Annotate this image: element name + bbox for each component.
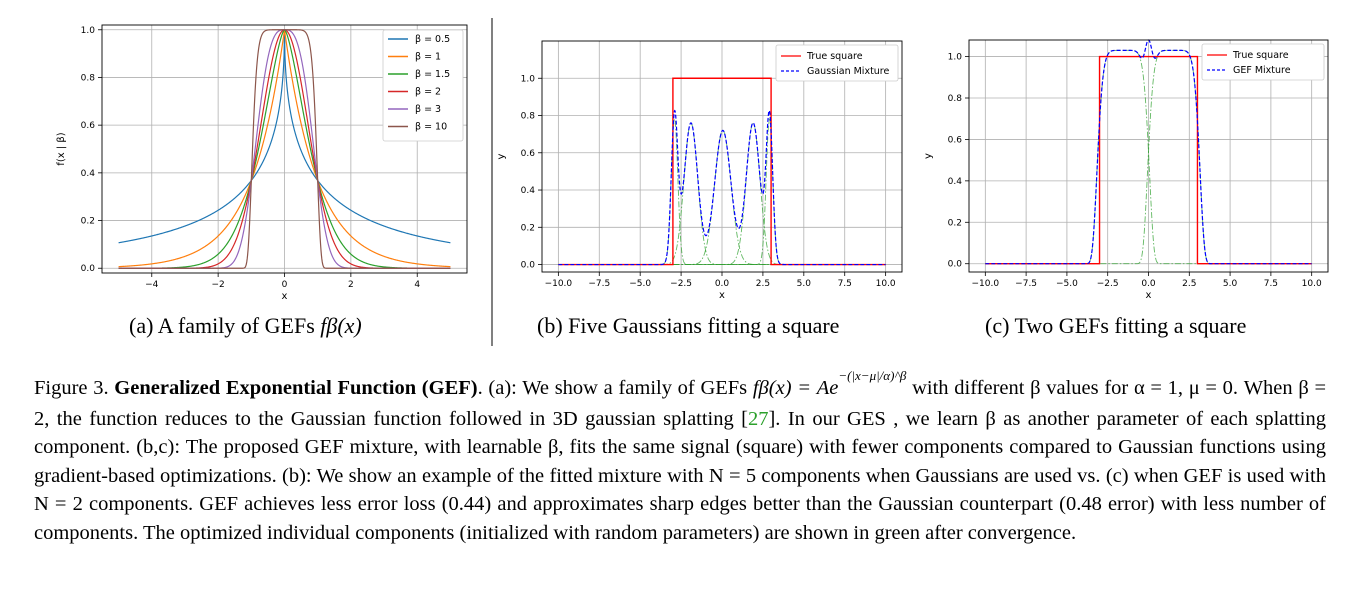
y-tick-label: 0.4 (521, 186, 536, 196)
x-axis-label: x (282, 291, 288, 302)
x-tick-label: 10.0 (1302, 279, 1322, 289)
plot-frame (101, 24, 468, 274)
y-tick-label: 0.2 (81, 217, 95, 227)
x-tick-label: −2.5 (670, 279, 692, 289)
chart-a: −4 −2 0 2 4 0.0 0.2 0.4 0.6 0.8 1.0 x f(x | β) β = 0.… (56, 24, 468, 302)
legend-label: β = 10 (415, 122, 447, 133)
x-tick-label: 7.5 (838, 279, 852, 289)
y-tick-label: 0.4 (948, 177, 963, 187)
x-tick-label: 2.5 (1182, 279, 1196, 289)
y-axis-label: f(x | β) (56, 132, 67, 165)
y-tick-label: 0.6 (521, 149, 536, 159)
x-tick-label: −7.5 (1015, 279, 1037, 289)
y-tick-label: 0.6 (948, 135, 963, 145)
x-tick-label: −10.0 (972, 279, 1000, 289)
y-tick-label: 0.0 (521, 261, 536, 271)
x-tick-label: 5.0 (1223, 279, 1238, 289)
legend-label: True square (806, 51, 863, 62)
x-tick-label: −2 (211, 280, 224, 290)
figure-caption: Figure 3. Generalized Exponential Functi… (34, 368, 1327, 544)
mixture-line (558, 109, 886, 266)
citation-link[interactable]: 27 (747, 407, 769, 430)
x-tick-label: −10.0 (545, 279, 573, 289)
x-tick-label: 10.0 (876, 279, 896, 289)
y-axis-label: y (496, 153, 507, 159)
legend-label: β = 2 (415, 87, 441, 98)
x-tick-label: −4 (145, 280, 159, 290)
legend-label: β = 1.5 (415, 69, 450, 80)
subcaption-a: (a) A family of GEFs fβ(x) (129, 313, 362, 338)
caption-formula: fβ(x) = Ae (752, 377, 839, 399)
legend-box (1201, 43, 1325, 81)
x-tick-label: 5.0 (797, 279, 812, 289)
x-tick-label: 0.0 (715, 279, 730, 289)
y-tick-label: 1.0 (948, 53, 963, 63)
x-tick-label: 2 (348, 280, 354, 290)
legend-label: GEF Mixture (1233, 65, 1291, 76)
y-tick-label: 0.6 (81, 121, 96, 131)
legend-label: β = 1 (415, 52, 441, 63)
y-tick-label: 0.2 (948, 218, 962, 228)
legend-label: True square (1232, 50, 1289, 61)
x-tick-label: 7.5 (1264, 279, 1278, 289)
x-axis-label: x (1146, 290, 1152, 301)
legend-box (775, 44, 899, 82)
legend-label: β = 0.5 (415, 34, 450, 45)
plot-frame (968, 39, 1329, 273)
y-tick-label: 0.0 (948, 260, 963, 270)
legend-label: β = 3 (415, 104, 441, 115)
y-axis-label: y (923, 153, 934, 159)
x-tick-label: −5.0 (629, 279, 651, 289)
x-tick-label: −2.5 (1097, 279, 1119, 289)
legend-box (382, 29, 464, 142)
y-tick-label: 0.8 (81, 73, 96, 83)
y-tick-label: 1.0 (521, 74, 536, 84)
y-tick-label: 0.8 (948, 94, 963, 104)
y-tick-label: 1.0 (81, 26, 96, 36)
x-tick-label: 4 (414, 280, 420, 290)
x-tick-label: 0.0 (1141, 279, 1156, 289)
series-line (118, 29, 451, 269)
y-tick-label: 0.8 (521, 112, 536, 122)
x-tick-label: −7.5 (588, 279, 610, 289)
chart-c: −10.0 −7.5 −5.0 −2.5 0.0 2.5 5.0 7.5 10.0 0.0 0.2 0… (923, 39, 1329, 301)
y-tick-label: 0.0 (81, 264, 96, 274)
x-axis-label: x (719, 290, 725, 301)
subcaption-c: (c) Two GEFs fitting a square (985, 313, 1247, 338)
plot-frame (541, 40, 903, 273)
subcaption-b: (b) Five Gaussians fitting a square (537, 313, 840, 338)
x-tick-label: −5.0 (1056, 279, 1078, 289)
x-tick-label: 2.5 (756, 279, 770, 289)
caption-title: Generalized Exponential Function (GEF) (114, 377, 478, 399)
caption-label: Figure 3. (34, 377, 109, 399)
x-tick-label: 0 (282, 280, 288, 290)
chart-b: −10.0 −7.5 −5.0 −2.5 0.0 2.5 5.0 7.5 10.0 0.0 0.2 0… (496, 40, 903, 301)
y-tick-label: 0.4 (81, 169, 96, 179)
y-tick-label: 0.2 (521, 223, 535, 233)
legend-label: Gaussian Mixture (807, 66, 890, 77)
